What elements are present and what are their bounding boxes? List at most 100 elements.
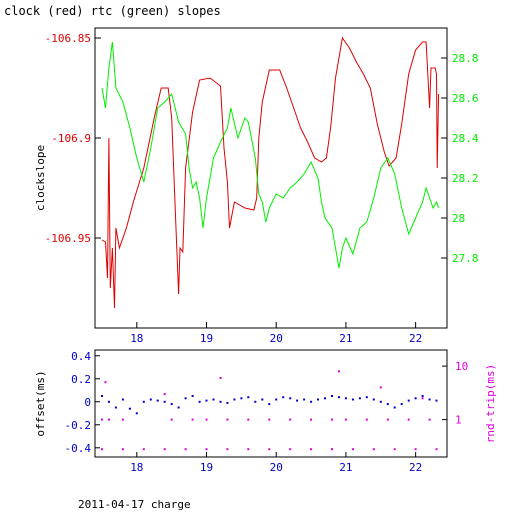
bottom-x-tick-label: 18: [130, 461, 143, 474]
offset-point: [344, 397, 347, 400]
bottom-x-tick-label: 21: [339, 461, 352, 474]
bottom-x-tick-label: 20: [270, 461, 283, 474]
offset-point: [261, 398, 264, 401]
rtt-point: [351, 448, 354, 451]
offset-point: [372, 398, 375, 401]
top-x-tick-label: 20: [270, 332, 283, 345]
rtt-point: [226, 418, 229, 421]
footer-label: 2011-04-17 charge: [78, 498, 191, 511]
top-right-tick-label: 28.6: [452, 92, 479, 105]
offset-point: [296, 399, 299, 402]
bottom-y2-axis-label: rnd-trip(ms): [484, 364, 497, 443]
rtt-point: [247, 448, 250, 451]
top-left-tick-label: -106.9: [51, 132, 91, 145]
offset-point: [275, 398, 278, 401]
offset-point: [268, 403, 271, 406]
offset-point: [142, 400, 145, 403]
top-right-tick-label: 28: [452, 212, 465, 225]
rtt-point: [101, 448, 103, 451]
offset-point: [310, 400, 313, 403]
offset-point: [212, 398, 215, 401]
offset-point: [400, 403, 403, 406]
offset-point: [233, 398, 236, 401]
clock-slope-line: [101, 36, 440, 309]
rtt-point: [393, 448, 396, 451]
rtt-point: [205, 418, 208, 421]
offset-point: [393, 406, 396, 409]
rtt-point: [310, 418, 313, 421]
top-right-tick-label: 27.8: [452, 252, 479, 265]
bottom-right-tick-label: 1: [455, 414, 462, 427]
rtt-point: [142, 448, 145, 451]
rtt-point: [435, 448, 438, 451]
top-left-tick-label: -106.95: [45, 232, 91, 245]
offset-point: [170, 403, 173, 406]
offset-point: [386, 403, 389, 406]
top-x-tick-label: 22: [409, 332, 422, 345]
top-left-tick-label: -106.85: [45, 32, 91, 45]
offset-point: [128, 407, 131, 410]
offset-point: [303, 398, 306, 401]
offset-point: [226, 401, 229, 404]
offset-point: [184, 397, 187, 400]
offset-point: [101, 395, 103, 397]
top-right-tick-label: 28.4: [452, 132, 479, 145]
offset-point: [198, 400, 201, 403]
offset-point: [240, 397, 243, 400]
rtt-point: [219, 377, 222, 379]
bottom-right-tick-label: 10: [455, 360, 468, 373]
rtt-point: [407, 418, 410, 421]
offset-point: [324, 397, 326, 400]
offset-point: [435, 399, 438, 402]
rtt-point: [226, 448, 229, 451]
rtt-point: [101, 418, 103, 421]
bottom-left-tick-label: -0.4: [65, 442, 92, 455]
rtt-point: [268, 448, 271, 451]
rtt-point: [205, 448, 208, 451]
rtt-point: [344, 418, 347, 421]
top-y-axis-label: clockslope: [34, 145, 47, 211]
top-plot-frame: [94, 27, 448, 329]
rtt-point: [386, 418, 389, 421]
bottom-x-tick-label: 22: [409, 461, 422, 474]
offset-point: [282, 396, 285, 399]
offset-point: [428, 398, 431, 401]
rtt-point: [289, 448, 292, 451]
bottom-left-tick-label: 0: [84, 396, 91, 409]
offset-point: [247, 396, 250, 399]
offset-point: [421, 395, 424, 397]
rtt-point: [428, 418, 431, 421]
offset-point: [331, 395, 333, 397]
bottom-left-tick-label: 0.2: [71, 373, 91, 386]
rtt-point: [421, 397, 424, 400]
top-right-tick-label: 28.8: [452, 52, 479, 65]
offset-point: [191, 395, 194, 397]
rtt-point: [331, 448, 333, 451]
rtt-point: [163, 393, 166, 396]
top-x-tick-label: 21: [339, 332, 352, 345]
rtt-point: [107, 418, 110, 421]
rtt-point: [331, 418, 333, 421]
bottom-y-axis-label: offset(ms): [34, 370, 47, 436]
rtt-point: [414, 448, 417, 451]
offset-point: [205, 399, 208, 402]
offset-point: [121, 398, 124, 401]
offset-point: [114, 406, 117, 409]
offset-point: [177, 406, 180, 409]
chart-title: clock (red) rtc (green) slopes: [4, 4, 221, 18]
bottom-x-tick-label: 19: [200, 461, 213, 474]
rtt-point: [170, 418, 173, 421]
offset-point: [365, 396, 368, 399]
rtc-slope-line: [101, 41, 440, 269]
offset-point: [317, 398, 319, 401]
rtt-point: [289, 418, 292, 421]
rtt-point: [268, 418, 271, 421]
offset-point: [338, 396, 340, 399]
rtt-point: [191, 418, 194, 421]
rtt-point: [247, 418, 250, 421]
rtt-point: [365, 418, 368, 421]
rtt-point: [372, 448, 375, 451]
rtt-point: [163, 448, 166, 451]
offset-point: [149, 398, 152, 401]
